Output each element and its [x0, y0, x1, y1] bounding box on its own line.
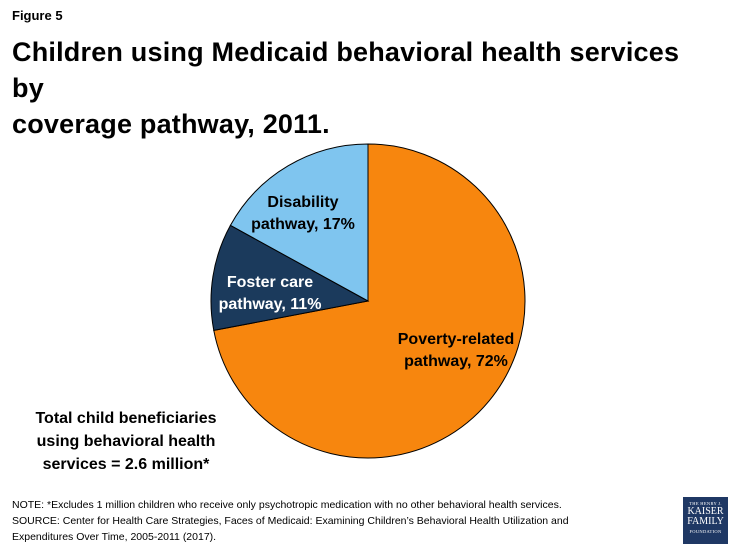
source-text-line-2: Expenditures Over Time, 2005-2011 (2017)…	[12, 531, 217, 543]
chart-title-line-2: coverage pathway, 2011.	[12, 109, 330, 139]
pie-slice-label-1: Foster care pathway, 11%	[219, 274, 322, 313]
annotation-line-3: services = 2.6 million*	[42, 456, 210, 473]
source-text-line-1: SOURCE: Center for Health Care Strategie…	[12, 515, 569, 527]
pie-slice-label-0: Poverty-related pathway, 72%	[398, 331, 515, 370]
note-text: NOTE: *Excludes 1 million children who r…	[12, 499, 562, 511]
pie-slice-2	[229, 143, 369, 302]
chart-title: Children using Medicaid behavioral healt…	[12, 34, 712, 142]
logo-line-4: FOUNDATION	[689, 529, 722, 534]
chart-title-line-1: Children using Medicaid behavioral healt…	[12, 37, 680, 103]
annotation-line-2: using behavioral health	[36, 433, 216, 450]
logo-line-2: KAISER	[687, 506, 724, 517]
annotation-line-1: Total child beneficiaries	[35, 410, 217, 427]
footnotes: NOTE: *Excludes 1 million children who r…	[12, 497, 652, 545]
pie-slice-0	[213, 143, 526, 459]
logo-line-1: THE HENRY J.	[689, 501, 722, 506]
pie-slice-label-2: Disability pathway, 17%	[251, 194, 355, 233]
kaiser-family-foundation-logo: THE HENRY J. KAISER FAMILY FOUNDATION	[683, 497, 728, 544]
figure-label: Figure 5	[12, 8, 63, 23]
total-beneficiaries-annotation: Total child beneficiaries using behavior…	[10, 407, 242, 476]
logo-line-3: FAMILY	[687, 516, 724, 527]
pie-slice-1	[210, 224, 370, 332]
